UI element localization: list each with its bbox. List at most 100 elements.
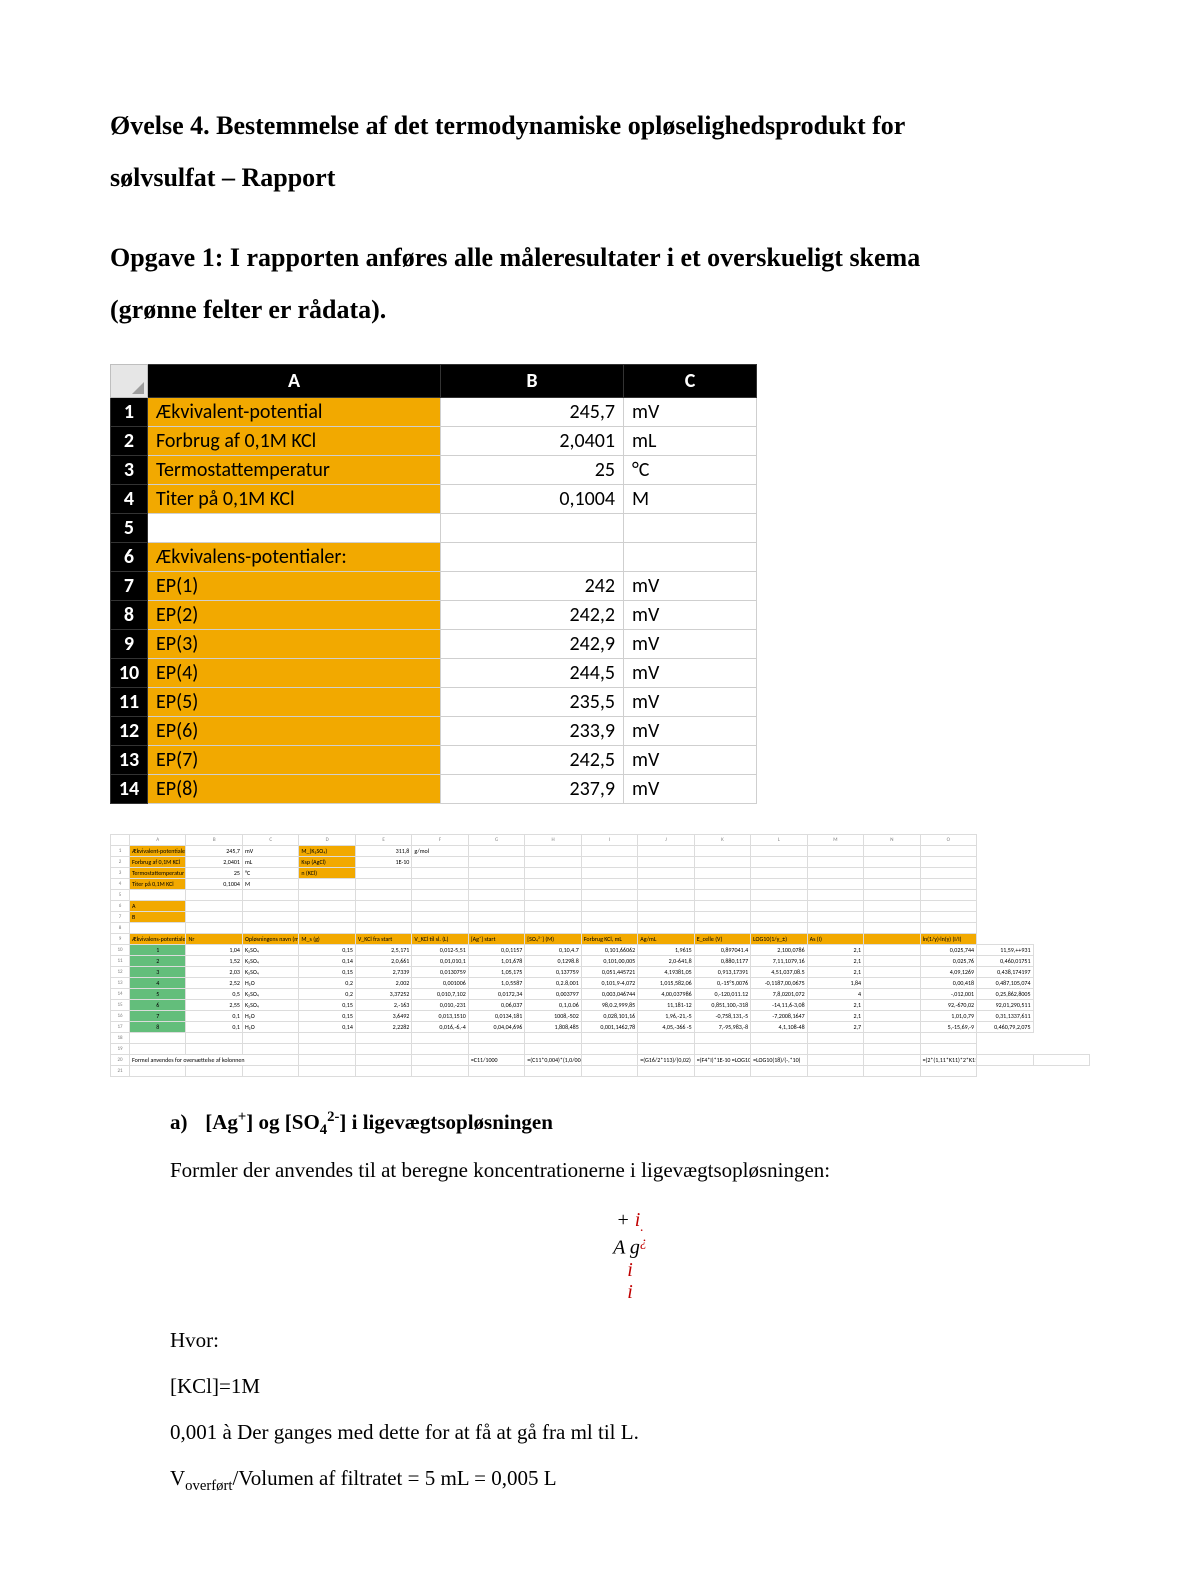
mini-cell (525, 868, 581, 879)
cell-b: 242,2 (441, 601, 624, 630)
cell-c (624, 543, 757, 572)
mini-green-cell: 7 (130, 1011, 186, 1022)
cell-c: mV (624, 688, 757, 717)
mini-cell (412, 923, 468, 934)
mini-cell: 2,1 (807, 967, 863, 978)
mini-cell: 2,0401 (186, 857, 242, 868)
mini-col-header: A (130, 835, 186, 846)
mini-cell (299, 1033, 355, 1044)
mini-cell: 1,84 (807, 978, 863, 989)
mini-header-cell: V_KCl til sl. (L) (412, 934, 468, 945)
mini-col-header: B (186, 835, 242, 846)
cell-a: EP(6) (148, 717, 441, 746)
mini-cell: 4,09,1269 (920, 967, 976, 978)
mini-formula-cell: =LOG10(18)/(-,*10) (751, 1055, 807, 1066)
mini-cell: K₂SO₄ (242, 989, 298, 1000)
mini-cell (694, 868, 750, 879)
mini-cell (355, 912, 411, 923)
mini-cell (638, 912, 694, 923)
mini-cell (468, 923, 524, 934)
mini-cell (638, 901, 694, 912)
mini-cell (525, 1033, 581, 1044)
mini-cell (299, 923, 355, 934)
mini-cell (807, 890, 863, 901)
mini-cell (864, 945, 920, 956)
row-number: 14 (111, 775, 148, 804)
mini-cell (638, 1066, 694, 1077)
mini-cell: 0,1298.8 (525, 956, 581, 967)
mini-cell: 1E-10 (355, 857, 411, 868)
mini-cell: 4,1,108-48 (751, 1022, 807, 1033)
mini-cell: H₂O (242, 978, 298, 989)
mini-formula-cell (412, 1055, 468, 1066)
mini-cell (864, 978, 920, 989)
mini-cell (355, 923, 411, 934)
mini-header-cell: Opløsningens navn (mL = M_s/l) (242, 934, 298, 945)
mini-cell (1033, 1055, 1090, 1066)
mini-cell (130, 890, 186, 901)
mini-col-header: M (807, 835, 863, 846)
mini-cell (355, 868, 411, 879)
mini-row-number: 18 (111, 1033, 130, 1044)
mini-cell: 4 (807, 989, 863, 1000)
mini-cell: 4,05,-366 -5 (638, 1022, 694, 1033)
mini-cell (412, 1066, 468, 1077)
mini-cell (807, 1066, 863, 1077)
mini-cell (920, 1033, 976, 1044)
mini-cell: 2,2282 (355, 1022, 411, 1033)
mini-cell (299, 890, 355, 901)
mini-row-number: 3 (111, 868, 130, 879)
mini-cell: 2,03 (186, 967, 242, 978)
p2: 0,001 à Der ganges med dette for at få a… (170, 1413, 1090, 1453)
p3a: V (170, 1466, 185, 1490)
mini-cell: 4,51,037,08.5 (751, 967, 807, 978)
mini-cell: 0,101,9-4,072 (581, 978, 637, 989)
mini-cell: mV (242, 846, 298, 857)
cell-a: Titer på 0,1M KCl (148, 485, 441, 514)
mini-cell (242, 901, 298, 912)
mini-cell (920, 1066, 976, 1077)
mini-cell (581, 923, 637, 934)
mini-cell: -,012,001 (920, 989, 976, 1000)
list-marker: a) (170, 1103, 200, 1143)
cell-b: 244,5 (441, 659, 624, 688)
row-number: 10 (111, 659, 148, 688)
mini-green-cell: 8 (130, 1022, 186, 1033)
mini-cell (807, 901, 863, 912)
mini-cell (751, 1033, 807, 1044)
mini-cell (920, 1044, 976, 1055)
mini-cell (807, 879, 863, 890)
mini-cell: -7,2008,1647 (751, 1011, 807, 1022)
cell-c: mV (624, 717, 757, 746)
excel-grid: ABC1Ækvivalent-potential245,7mV2Forbrug … (110, 364, 757, 804)
mini-cell: 1,015,582,06 (638, 978, 694, 989)
row-number: 13 (111, 746, 148, 775)
mini-cell (355, 879, 411, 890)
mini-cell: 7,11,1079,16 (751, 956, 807, 967)
mini-cell: M_(K₂SO₄) (299, 846, 355, 857)
mini-cell (581, 912, 637, 923)
mini-cell (468, 1033, 524, 1044)
mini-cell: 245,7 (186, 846, 242, 857)
mini-col-header: D (299, 835, 355, 846)
mini-row-number: 19 (111, 1044, 130, 1055)
mini-cell (694, 901, 750, 912)
mini-cell: 0,1 (186, 1011, 242, 1022)
mini-cell (186, 1066, 242, 1077)
mini-cell: 2,-163 (355, 1000, 411, 1011)
cell-a: EP(4) (148, 659, 441, 688)
mini-cell: 0,016,-6,-4 (412, 1022, 468, 1033)
mini-cell (920, 846, 976, 857)
mini-cell: 2,002 (355, 978, 411, 989)
mini-cell (864, 967, 920, 978)
mini-cell: 1,808,485 (525, 1022, 581, 1033)
mini-cell: 1,96,-21,-5 (638, 1011, 694, 1022)
mini-cell (751, 846, 807, 857)
mini-green-cell: 5 (130, 989, 186, 1000)
mini-col-header: I (581, 835, 637, 846)
mini-header-cell: [Ag⁺] start (468, 934, 524, 945)
mini-header-cell: Nr (186, 934, 242, 945)
mini-cell: 2,1 (807, 1000, 863, 1011)
mini-cell (525, 1044, 581, 1055)
mini-cell (412, 912, 468, 923)
